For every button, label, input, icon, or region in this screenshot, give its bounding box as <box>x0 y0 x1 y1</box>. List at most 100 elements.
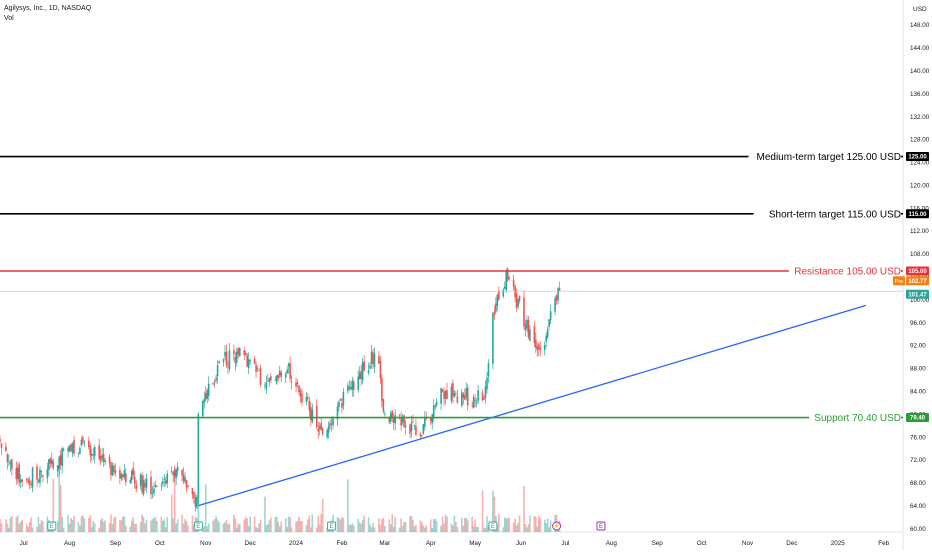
level-price-tag-text: 125.00 <box>908 155 927 161</box>
volume-bar <box>502 527 505 532</box>
candle-body <box>382 399 385 412</box>
candle-body <box>338 401 340 408</box>
volume-bar <box>163 519 166 532</box>
candle-body <box>145 478 148 488</box>
candle-body <box>410 422 413 432</box>
volume-bar <box>367 517 370 532</box>
time-tick-label: Dec <box>245 540 256 547</box>
volume-bar <box>228 523 231 532</box>
volume-bar <box>206 526 209 532</box>
candle-body <box>415 426 417 435</box>
volume-bar <box>162 520 164 532</box>
volume-bar <box>154 516 157 532</box>
candle-body <box>558 287 561 292</box>
volume-bar <box>108 523 111 532</box>
volume-bar <box>42 521 44 532</box>
candle-body <box>122 474 124 477</box>
candle-body <box>0 443 3 448</box>
volume-bar <box>0 523 3 532</box>
candle-body <box>130 470 133 481</box>
candle-body <box>9 462 12 465</box>
volume-bar <box>176 519 179 532</box>
candle-body <box>132 467 135 476</box>
volume-bar <box>301 521 303 532</box>
volume-bar <box>212 520 214 532</box>
volume-bar <box>277 521 280 532</box>
candle-body <box>555 295 558 301</box>
candle-body <box>543 344 546 350</box>
candle-body <box>527 319 530 338</box>
volume-bar <box>514 518 516 532</box>
candle-body <box>225 351 228 366</box>
volume-bar <box>299 520 302 532</box>
candle-body <box>539 348 542 351</box>
volume-bar <box>267 524 269 532</box>
volume-bar <box>462 525 465 532</box>
volume-bar <box>546 518 549 532</box>
candle-body <box>163 479 166 481</box>
candle-body <box>135 484 137 489</box>
candle-body <box>535 339 537 349</box>
candle-body <box>373 353 376 367</box>
candle-body <box>289 363 291 379</box>
volume-bar <box>274 517 277 532</box>
candle-body <box>367 370 370 373</box>
candle-body <box>347 385 349 392</box>
candle-body <box>27 479 29 483</box>
candle-body <box>307 397 309 399</box>
candle-body <box>79 447 81 454</box>
volume-bar <box>363 515 365 532</box>
price-tick-label: 96.00 <box>910 320 926 327</box>
candle-body <box>487 363 490 377</box>
candle-body <box>441 389 444 392</box>
volume-bar <box>410 516 413 532</box>
candle-body <box>49 458 52 464</box>
volume-bar <box>144 523 146 532</box>
volume-bar <box>493 496 496 532</box>
candle-body <box>40 470 43 472</box>
volume-bar <box>181 514 183 532</box>
volume-bar <box>114 516 117 532</box>
volume-bar <box>475 527 478 532</box>
event-marker-label: E <box>50 524 54 530</box>
candle-body <box>372 351 374 364</box>
candle-body <box>290 381 293 383</box>
candle-body <box>400 417 402 426</box>
candle-body <box>381 377 383 401</box>
volume-bar <box>93 523 96 532</box>
volume-bar <box>21 519 24 532</box>
volume-bar <box>539 518 542 532</box>
candle-body <box>329 422 331 426</box>
candle-body <box>156 485 158 487</box>
event-marker-label: E <box>330 524 334 530</box>
candle-body <box>435 401 438 406</box>
candle-body <box>350 387 352 390</box>
level-label: Support 70.40 USD <box>814 413 901 424</box>
volume-bar <box>92 521 95 532</box>
candle-body <box>19 479 22 483</box>
volume-bar <box>218 521 220 532</box>
candle-body <box>296 382 299 384</box>
candle-body <box>108 456 111 464</box>
volume-bar <box>533 516 536 532</box>
price-tick-label: 116.00 <box>910 205 929 212</box>
volume-bar <box>19 521 22 532</box>
candle-body <box>88 440 90 448</box>
symbol-title: Agilysys, Inc., 1D, NASDAQ <box>4 5 92 12</box>
candle-body <box>150 476 152 495</box>
candle-body <box>101 454 103 459</box>
candle-body <box>162 481 164 484</box>
volume-bar <box>518 515 521 532</box>
candle-body <box>213 380 216 383</box>
candle-body <box>388 416 391 423</box>
volume-bar <box>388 519 391 532</box>
volume-bar <box>122 516 124 532</box>
price-tag <box>906 276 929 286</box>
volume-bar <box>61 517 63 532</box>
volume-bar <box>429 519 432 532</box>
volume-bar <box>249 516 251 532</box>
candle-body <box>253 358 256 364</box>
candle-body <box>141 475 143 492</box>
